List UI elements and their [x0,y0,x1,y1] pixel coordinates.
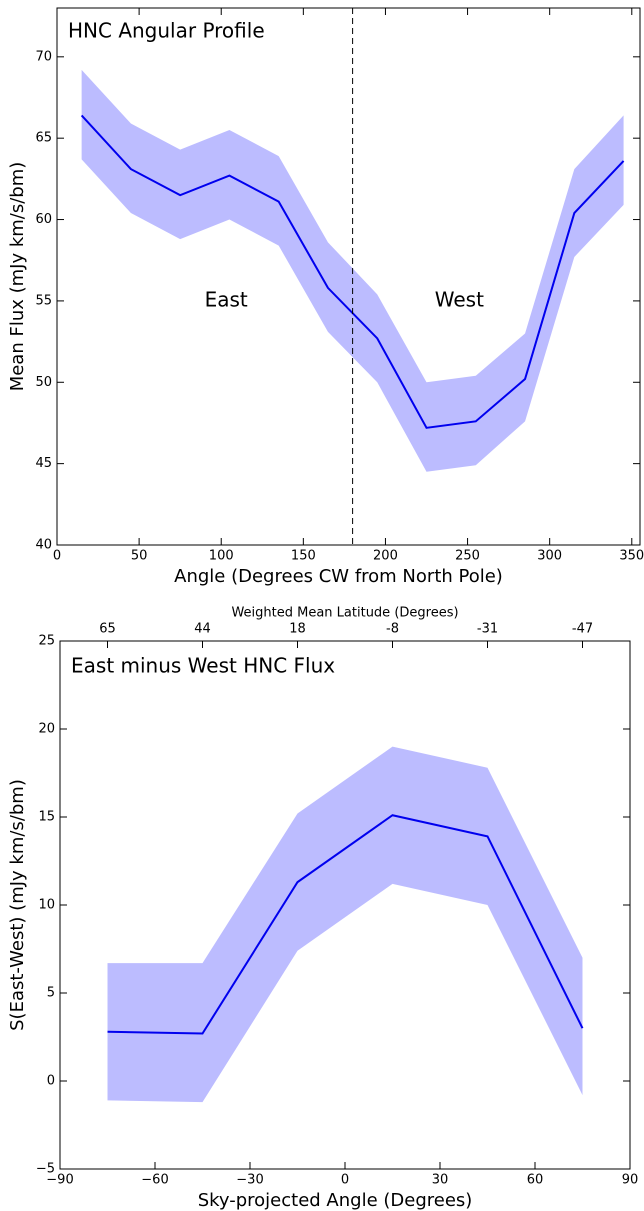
mean-line [107,814,584,1035]
x2-tick-label: -47 [572,622,593,637]
y-tick-label: 55 [35,293,52,308]
x-tick-label: 350 [619,549,644,564]
x-tick-label: 250 [455,549,480,564]
x2-axis-label: Weighted Mean Latitude (Degrees) [231,606,458,621]
y-tick-label: 20 [38,722,55,737]
y-tick-label: 5 [47,986,55,1001]
x-tick-label: 100 [209,549,234,564]
y-tick-label: −5 [36,1162,55,1177]
x-tick-label: −30 [236,1173,263,1188]
x2-tick-label: 65 [99,622,116,637]
y-tick-label: 40 [35,538,52,553]
y-tick-label: 15 [38,810,55,825]
x-tick-label: 200 [373,549,398,564]
chart-title: East minus West HNC Flux [71,654,335,678]
x-tick-label: −60 [141,1173,168,1188]
x2-tick-label: -8 [386,622,399,637]
region-label: East [205,287,248,311]
y-axis-label: Mean Flux (mJy km/s/bm) [7,162,28,392]
x2-tick-label: 18 [289,622,306,637]
x-tick-label: 60 [527,1173,544,1188]
y-axis-label: S(East-West) (mJy km/s/bm) [7,779,28,1031]
y-tick-label: 70 [35,49,52,64]
x-tick-label: 0 [53,549,61,564]
x-tick-label: 0 [341,1173,349,1188]
y-tick-label: 60 [35,212,52,227]
y-tick-label: 50 [35,375,52,390]
error-band [107,746,583,1103]
region-label: West [435,287,484,311]
x-tick-label: 150 [291,549,316,564]
y-tick-label: 10 [38,898,55,913]
chart-title: HNC Angular Profile [68,19,265,43]
x-tick-label: 50 [131,549,148,564]
x-axis-label: Angle (Degrees CW from North Pole) [174,566,503,587]
x2-tick-label: 44 [194,622,211,637]
x-axis-label: Sky-projected Angle (Degrees) [198,1190,473,1211]
y-tick-label: 25 [38,634,55,649]
x2-tick-label: -31 [477,622,498,637]
x-tick-label: 30 [432,1173,449,1188]
axes-frame [56,7,641,546]
x-tick-label: 90 [622,1173,639,1188]
y-tick-label: 45 [35,456,52,471]
x-tick-label: 300 [537,549,562,564]
y-tick-label: 0 [47,1074,55,1089]
y-tick-label: 65 [35,131,52,146]
x-tick-label: −90 [46,1173,73,1188]
